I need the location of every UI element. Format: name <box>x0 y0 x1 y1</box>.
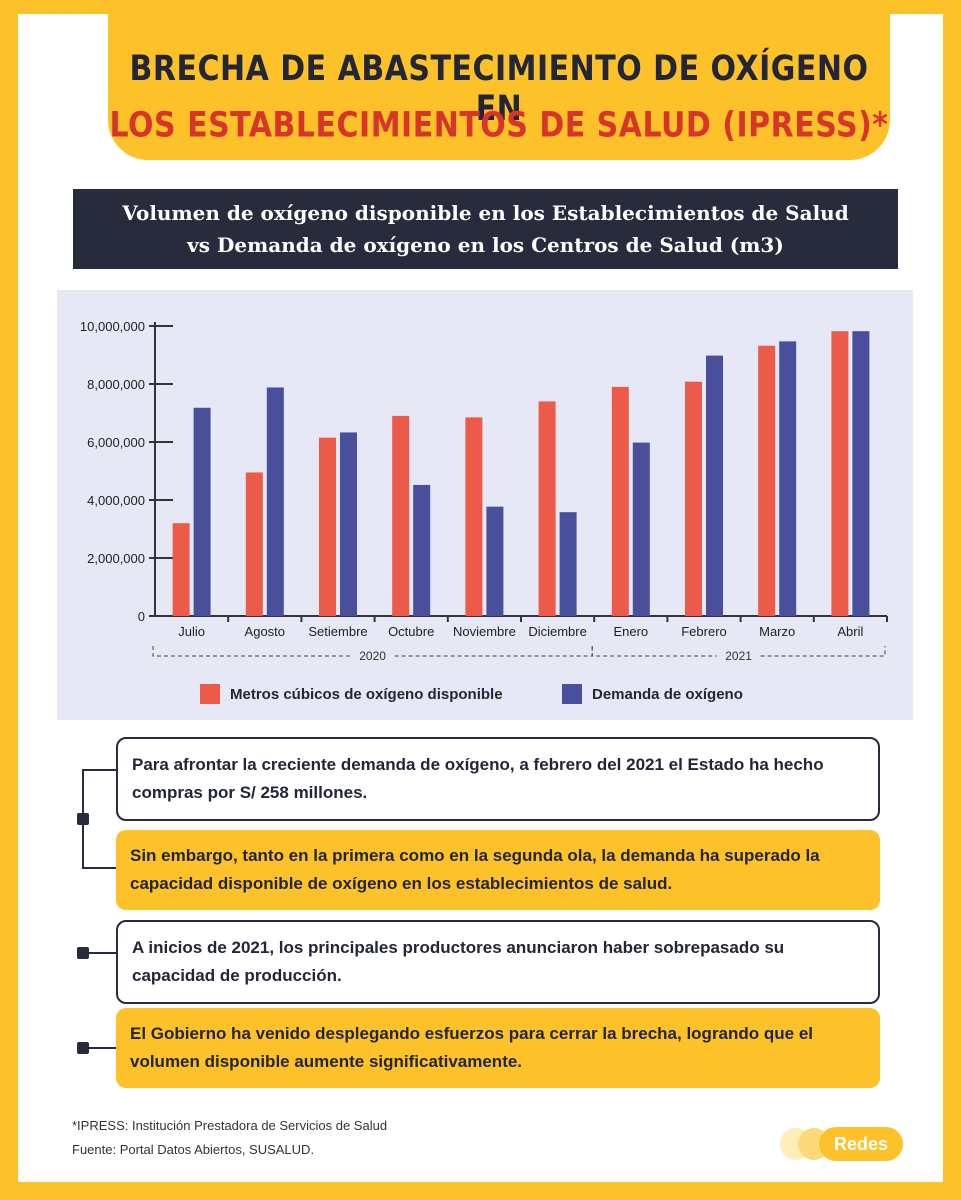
legend-item-available: Metros cúbicos de oxígeno disponible <box>200 683 503 705</box>
connector-4 <box>82 1047 116 1049</box>
y-tick-label: 10,000,000 <box>80 319 145 334</box>
bracket-top-arm <box>82 769 116 771</box>
year-label: 2021 <box>725 649 752 663</box>
bar-demand <box>779 341 797 616</box>
legend-label-demand: Demanda de oxígeno <box>592 685 743 703</box>
info-box-purchases: Para afrontar la creciente demanda de ox… <box>116 737 880 821</box>
bar-available <box>758 345 776 616</box>
y-tick-label: 2,000,000 <box>87 551 145 566</box>
connector-3 <box>82 952 116 954</box>
connector-dot-4 <box>77 1042 89 1054</box>
bar-demand <box>340 432 357 616</box>
bar-available <box>465 417 483 616</box>
bar-available <box>611 386 629 616</box>
bar-demand <box>559 512 577 616</box>
legend-swatch-available <box>200 684 220 704</box>
x-category-label: Abril <box>837 624 863 639</box>
bar-demand <box>266 387 284 616</box>
y-tick-label: 6,000,000 <box>87 435 145 450</box>
bar-demand <box>486 506 504 616</box>
bar-demand <box>632 442 650 616</box>
bar-chart: 0 2,000,000 4,000,000 6,000,000 8,000,000 10,… <box>80 319 888 663</box>
bar-available <box>538 401 556 616</box>
info-box-producers: A inicios de 2021, los principales produ… <box>116 920 880 1004</box>
year-label: 2020 <box>359 649 386 663</box>
title-line-2: los establecimientos de salud (IPRESS)* <box>109 105 889 146</box>
legend-label-available: Metros cúbicos de oxígeno disponible <box>230 685 503 703</box>
x-category-label: Diciembre <box>528 624 587 639</box>
bar-available <box>245 472 263 616</box>
title-line-1: Brecha de abastecimiento de oxígeno en <box>129 48 869 130</box>
footnote-source: Fuente: Portal Datos Abiertos, SUSALUD. <box>72 1142 315 1157</box>
bar-available <box>172 523 190 616</box>
bracket-dot <box>77 813 89 825</box>
x-category-label: Noviembre <box>453 624 516 639</box>
y-tick-label: 8,000,000 <box>87 377 145 392</box>
info-box-government: El Gobierno ha venido desplegando esfuer… <box>116 1008 880 1088</box>
redes-logo: Redes <box>819 1127 903 1161</box>
footnote-ipress: *IPRESS: Institución Prestadora de Servi… <box>72 1118 388 1133</box>
bar-available <box>831 331 849 616</box>
bar-available <box>392 415 410 616</box>
bar-demand <box>852 331 870 616</box>
x-category-label: Octubre <box>388 624 434 639</box>
y-tick-label: 4,000,000 <box>87 493 145 508</box>
bar-available <box>319 437 336 616</box>
legend-swatch-demand <box>562 684 582 704</box>
info-box-demand-exceeded: Sin embargo, tanto en la primera como en… <box>116 830 880 910</box>
bracket-bottom-arm <box>82 867 116 869</box>
bar-demand <box>193 407 211 616</box>
bar-available <box>685 381 702 616</box>
chart-header: Volumen de oxígeno disponible en los Est… <box>73 189 898 269</box>
x-category-label: Agosto <box>245 624 285 639</box>
year-bracket <box>591 646 886 657</box>
y-tick-label: 0 <box>138 609 145 624</box>
x-category-label: Enero <box>613 624 648 639</box>
connector-dot-3 <box>77 947 89 959</box>
bar-demand <box>706 355 723 616</box>
x-category-label: Marzo <box>759 624 795 639</box>
legend-item-demand: Demanda de oxígeno <box>562 683 743 705</box>
x-category-label: Julio <box>178 624 205 639</box>
title-band: Brecha de abastecimiento de oxígeno en l… <box>108 14 890 160</box>
x-category-label: Febrero <box>681 624 727 639</box>
bar-demand <box>413 484 431 616</box>
x-category-label: Setiembre <box>308 624 367 639</box>
